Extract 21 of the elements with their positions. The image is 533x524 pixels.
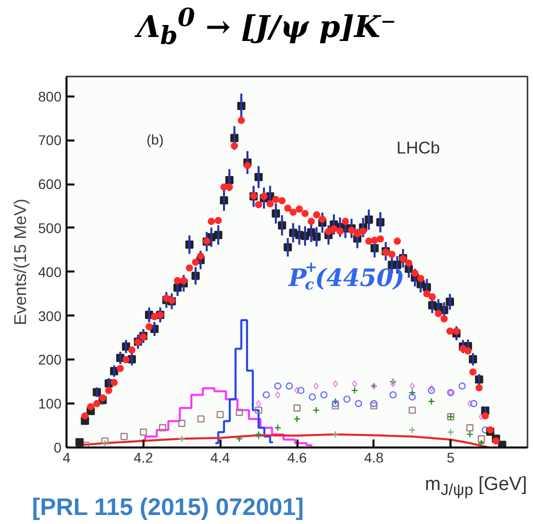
- x-tick-label: 4.4: [210, 450, 230, 466]
- y-tick-label: 0: [54, 440, 62, 456]
- y-tick-label: 300: [38, 308, 62, 324]
- text: [PRL 115 (2015) 072001]: [32, 493, 304, 523]
- y-tick-label: 400: [38, 264, 62, 280]
- x-tick-label: 4.8: [364, 450, 384, 466]
- chart-title: Λ$_{b}$$^{0}$ → [J/ψ p]K⁻: [134, 2, 398, 52]
- y-axis-title: Events/(15 MeV): [11, 198, 30, 326]
- y-tick-label: 600: [38, 176, 62, 192]
- x-tick-label: 5: [446, 450, 455, 466]
- x-tick-label: 4.6: [287, 450, 307, 466]
- x-tick-label: 4.2: [134, 450, 154, 466]
- y-tick-label: 500: [38, 220, 62, 236]
- y-tick-label: 100: [38, 396, 62, 412]
- y-tick-label: 700: [38, 132, 62, 148]
- y-tick-label: 200: [38, 352, 62, 368]
- annotation: LHCb: [396, 138, 440, 158]
- x-tick-label: 4: [62, 450, 71, 466]
- x-axis-title: m$_{J/ψp}$ [GeV]: [424, 473, 527, 501]
- annotation: (b): [146, 132, 164, 148]
- y-tick-label: 800: [38, 88, 62, 104]
